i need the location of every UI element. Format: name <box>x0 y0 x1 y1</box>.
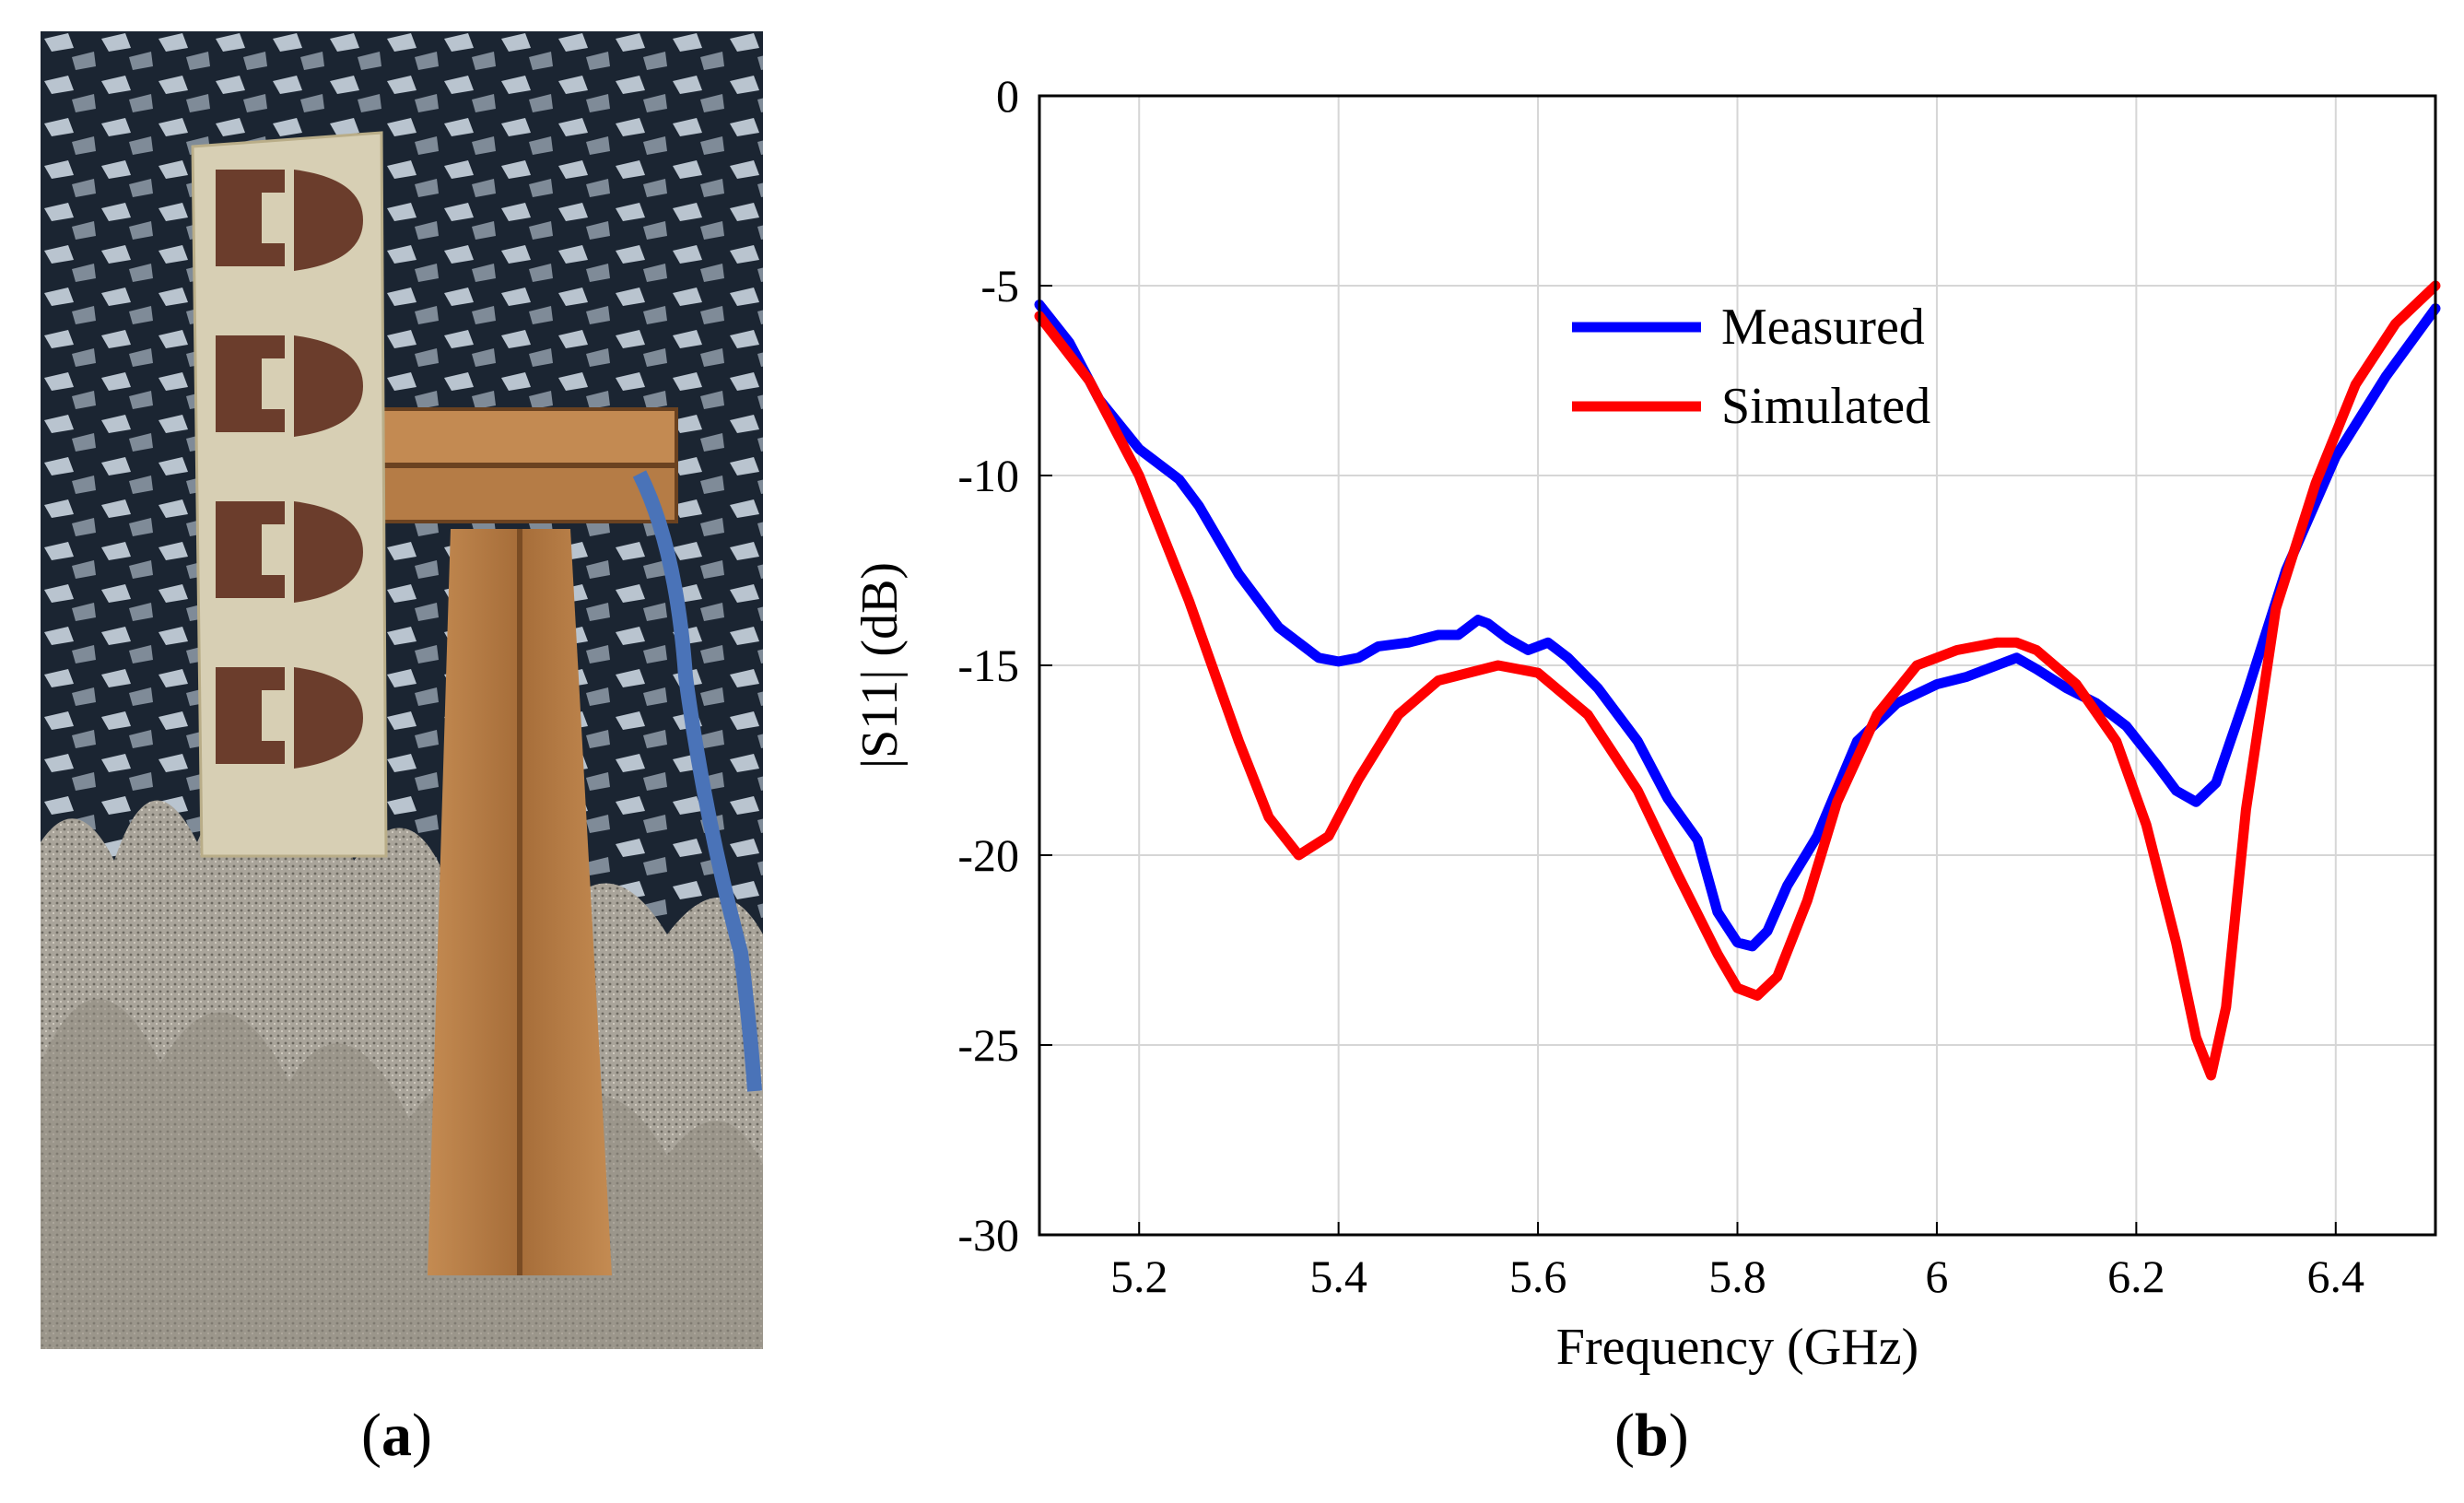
x-tick-label: 6.4 <box>2307 1251 2365 1302</box>
y-tick-label: 0 <box>996 70 1019 122</box>
x-tick-label: 5.8 <box>1708 1251 1766 1302</box>
y-tick-label: -15 <box>957 640 1019 691</box>
panel-b-label: b <box>1634 1402 1669 1469</box>
panel-b-caption: (b) <box>1614 1402 1689 1469</box>
x-axis-label: Frequency (GHz) <box>1556 1319 1918 1376</box>
x-tick-label: 5.6 <box>1509 1251 1567 1302</box>
x-tick-label: 6 <box>1925 1251 1948 1302</box>
x-tick-label: 5.2 <box>1110 1251 1168 1302</box>
legend: Measured Simulated <box>1572 299 1930 435</box>
antenna-photo <box>41 31 763 1349</box>
panel-a-label: a <box>381 1402 412 1469</box>
y-tick-label: -20 <box>957 829 1019 881</box>
series-line-measured <box>1034 299 2441 952</box>
y-tick-label: -10 <box>957 450 1019 501</box>
antenna-photo-icon <box>41 31 763 1349</box>
series-line-simulated <box>1034 280 2441 1081</box>
panel-a-caption: (a) <box>361 1402 432 1469</box>
x-tick-label: 5.4 <box>1309 1251 1367 1302</box>
coaxial-cable <box>632 470 762 1092</box>
x-tick-label: 6.2 <box>2107 1251 2165 1302</box>
legend-label-simulated: Simulated <box>1721 378 1930 435</box>
legend-label-measured: Measured <box>1721 299 1925 356</box>
patch-elements <box>216 170 363 769</box>
y-tick-label: -25 <box>957 1019 1019 1071</box>
y-axis-label: |S11| (dB) <box>851 562 909 769</box>
y-tick-label: -30 <box>957 1209 1019 1261</box>
wooden-clamp-bottom <box>375 464 678 523</box>
y-tick-label: -5 <box>980 260 1019 311</box>
